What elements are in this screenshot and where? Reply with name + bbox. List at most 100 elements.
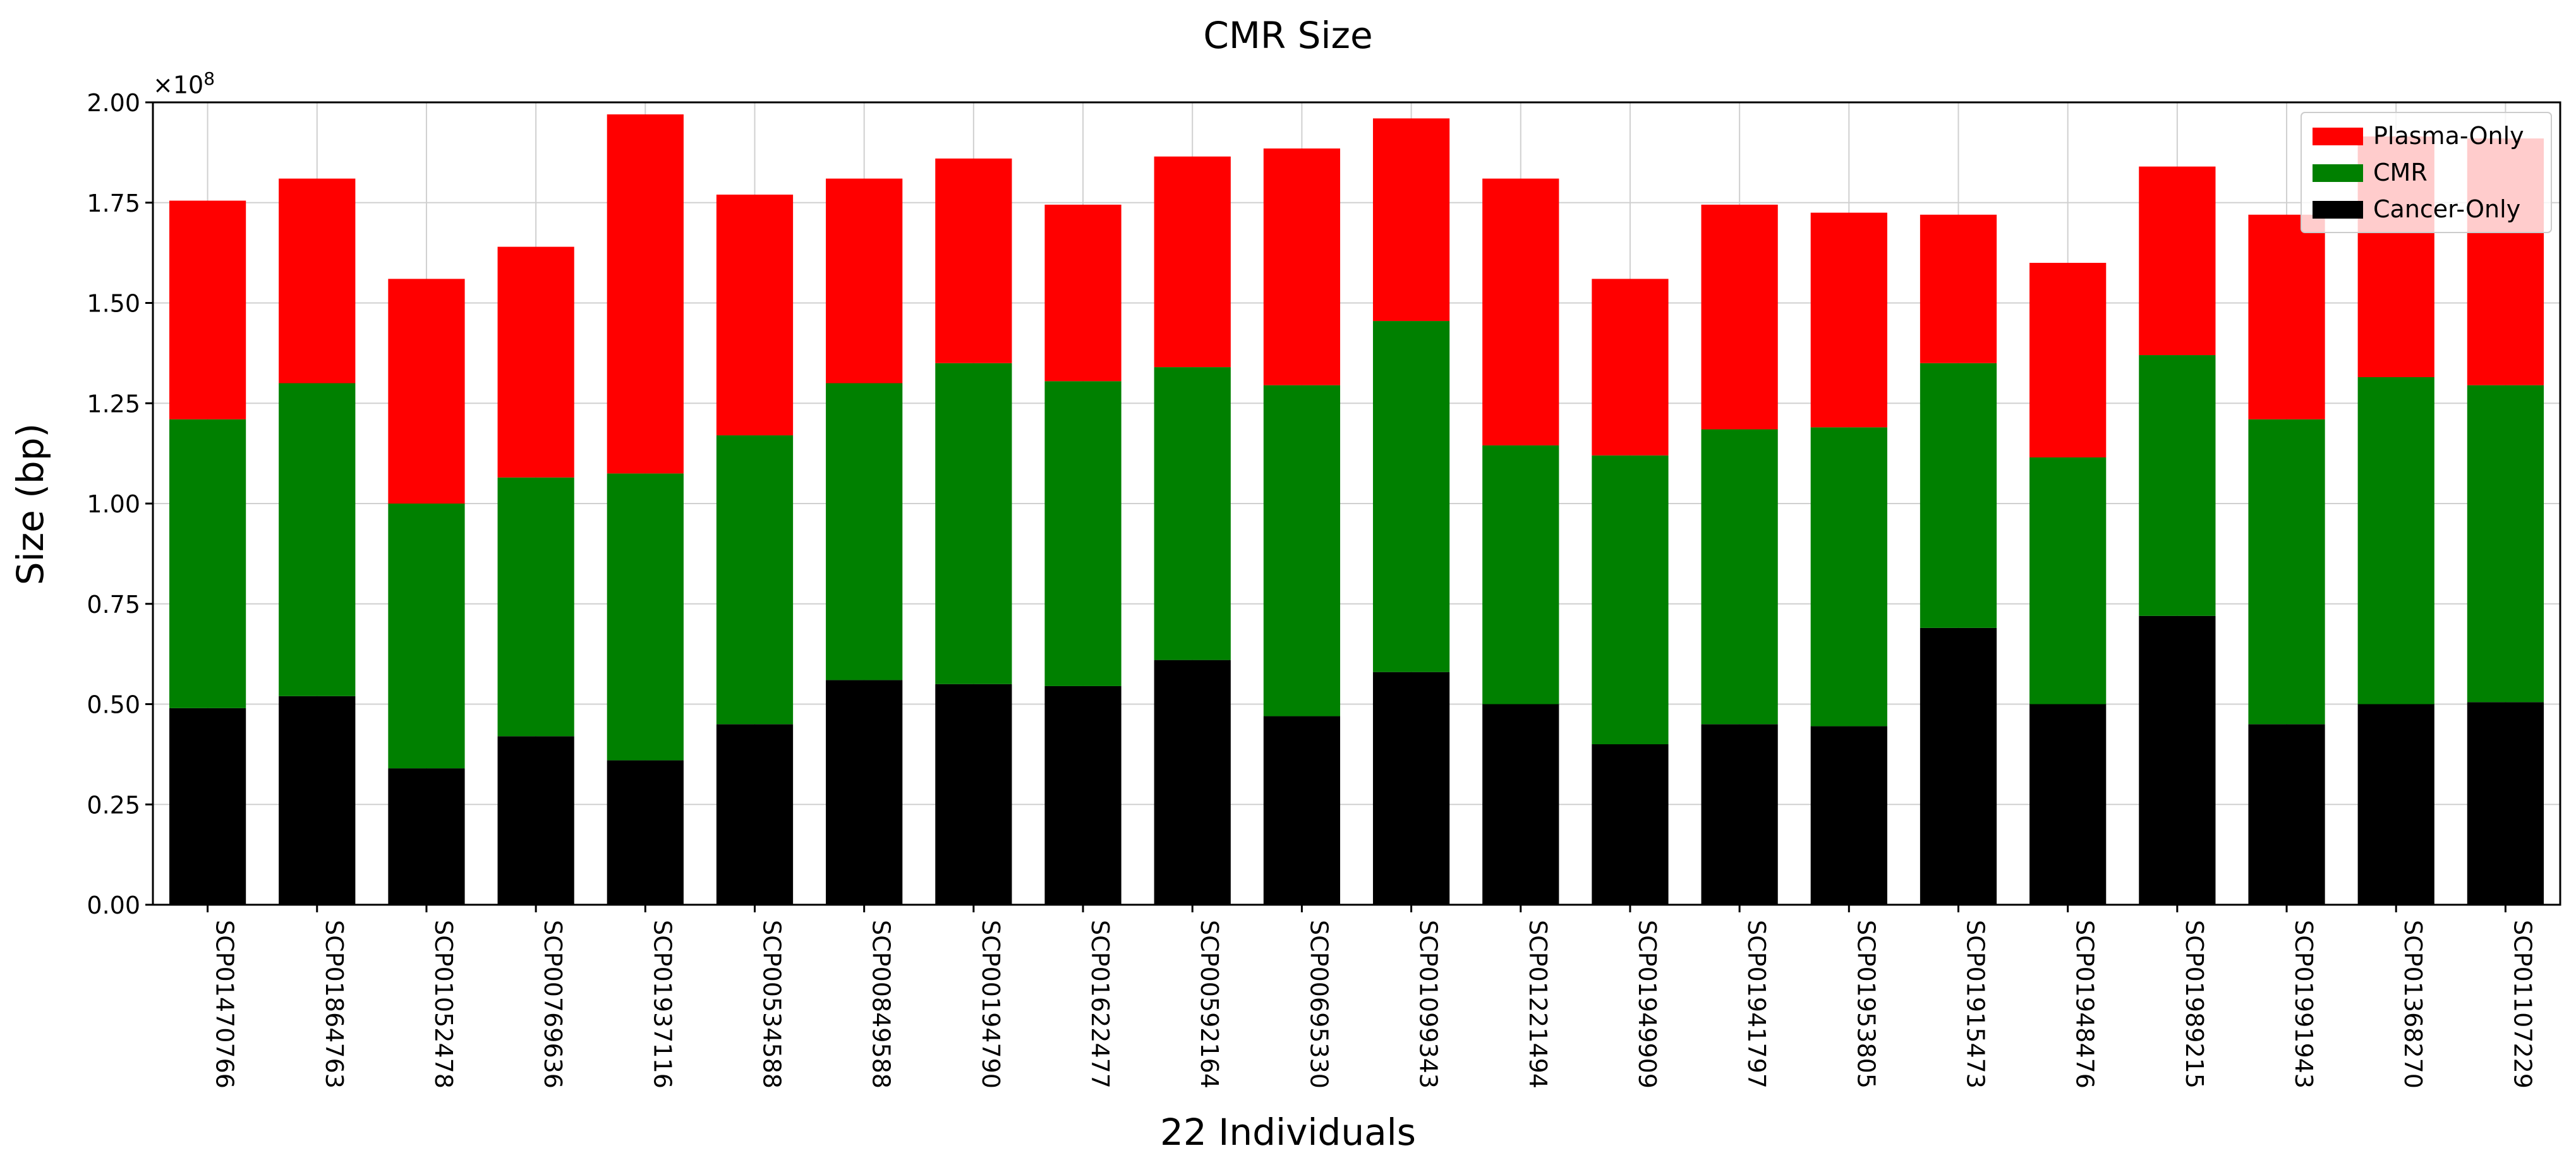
- bar-plasma-only: [2248, 214, 2325, 420]
- bar-cancer-only: [1482, 704, 1559, 905]
- x-axis-label: 22 Individuals: [1160, 1111, 1416, 1154]
- bar-plasma-only: [1154, 156, 1231, 368]
- legend-label: CMR: [2373, 159, 2428, 186]
- bar-cmr: [1701, 429, 1778, 725]
- bars: [169, 114, 2544, 905]
- bar-cancer-only: [2357, 704, 2434, 905]
- y-axis-multiplier: ×108: [153, 68, 215, 99]
- x-tick-label: SCP00695330: [1305, 920, 1333, 1089]
- y-tick-label: 1.75: [87, 190, 140, 217]
- bar-cancer-only: [607, 760, 684, 905]
- bar-cancer-only: [2467, 702, 2544, 905]
- bar-cancer-only: [1154, 660, 1231, 905]
- legend-label: Plasma-Only: [2373, 122, 2524, 150]
- bar-cancer-only: [2248, 724, 2325, 905]
- x-tick-label: SCP01099343: [1415, 920, 1442, 1089]
- multiplier-exponent: 8: [203, 68, 215, 89]
- bar-cancer-only: [1372, 672, 1450, 905]
- x-tick-label: SCP00194790: [977, 920, 1005, 1089]
- x-tick-label: SCP01937116: [648, 920, 676, 1089]
- bar-plasma-only: [497, 246, 574, 478]
- x-tick-label: SCP01864763: [320, 920, 348, 1089]
- x-tick-label: SCP01991943: [2290, 920, 2318, 1089]
- bar-plasma-only: [1482, 178, 1559, 445]
- legend-swatch-cancer-only: [2313, 201, 2363, 219]
- bar-plasma-only: [2029, 263, 2107, 457]
- x-tick-label: SCP00534588: [758, 920, 786, 1089]
- y-tick-label: 2.00: [87, 89, 140, 117]
- bar-plasma-only: [1372, 118, 1450, 322]
- bar-plasma-only: [1701, 204, 1778, 430]
- y-axis-ticks: 0.00 0.25 0.50 0.75 1.00 1.25 1.50 1.75 2.00: [87, 89, 153, 919]
- bar-cmr: [1810, 427, 1887, 727]
- bar-cancer-only: [388, 768, 465, 905]
- y-tick-label: 1.25: [87, 390, 140, 418]
- legend: Plasma-Only CMR Cancer-Only: [2301, 112, 2552, 233]
- bar-cmr: [1920, 363, 1997, 628]
- bar-plasma-only: [388, 279, 465, 504]
- bar-cancer-only: [279, 696, 356, 905]
- bar-cancer-only: [2139, 615, 2216, 905]
- bar-cmr: [388, 504, 465, 769]
- bar-cmr: [169, 419, 246, 708]
- x-tick-label: SCP01368270: [2399, 920, 2427, 1089]
- x-tick-label: SCP01941797: [1743, 920, 1770, 1089]
- x-tick-label: SCP01622477: [1086, 920, 1114, 1089]
- legend-swatch-plasma-only: [2313, 128, 2363, 145]
- y-tick-label: 0.75: [87, 591, 140, 619]
- bar-plasma-only: [1920, 214, 1997, 363]
- x-tick-label: SCP00849588: [868, 920, 895, 1089]
- x-tick-label: SCP00769636: [539, 920, 567, 1089]
- bar-cancer-only: [1592, 744, 1669, 905]
- bar-cancer-only: [1044, 686, 1122, 905]
- bar-cmr: [716, 435, 794, 725]
- bar-plasma-only: [1810, 212, 1887, 428]
- chart-title: CMR Size: [1203, 14, 1373, 57]
- bar-cancer-only: [1920, 627, 1997, 905]
- bar-plasma-only: [279, 178, 356, 384]
- bar-cmr: [497, 477, 574, 737]
- bar-plasma-only: [716, 195, 794, 436]
- y-tick-label: 0.25: [87, 791, 140, 819]
- legend-swatch-cmr: [2313, 164, 2363, 182]
- bar-cmr: [1044, 381, 1122, 686]
- bar-cmr: [2467, 385, 2544, 703]
- bar-cmr: [826, 383, 903, 680]
- bar-cancer-only: [2029, 704, 2107, 905]
- bar-cancer-only: [826, 680, 903, 905]
- x-tick-label: SCP01221494: [1524, 920, 1552, 1089]
- x-axis-ticks: SCP01470766 SCP01864763 SCP01052478 SCP0076…: [207, 905, 2536, 1089]
- x-tick-label: SCP01953805: [1852, 920, 1880, 1089]
- bar-cmr: [607, 473, 684, 761]
- bar-cmr: [1592, 455, 1669, 744]
- bar-cmr: [279, 383, 356, 696]
- bar-cancer-only: [1263, 716, 1341, 905]
- y-tick-label: 1.00: [87, 490, 140, 518]
- x-tick-label: SCP01052478: [430, 920, 457, 1089]
- bar-cancer-only: [497, 736, 574, 905]
- x-tick-label: SCP00592164: [1195, 920, 1223, 1089]
- bar-cmr: [935, 363, 1012, 684]
- bar-plasma-only: [1044, 204, 1122, 382]
- y-tick-label: 0.50: [87, 691, 140, 719]
- bar-plasma-only: [1592, 279, 1669, 456]
- x-tick-label: SCP01949909: [1633, 920, 1661, 1089]
- bar-plasma-only: [935, 158, 1012, 363]
- multiplier-base: ×10: [153, 71, 204, 99]
- bar-cancer-only: [935, 684, 1012, 905]
- bar-cancer-only: [1810, 726, 1887, 905]
- bar-plasma-only: [826, 178, 903, 384]
- x-tick-label: SCP01948476: [2071, 920, 2099, 1089]
- bar-plasma-only: [169, 200, 246, 420]
- bar-cmr: [2248, 419, 2325, 725]
- bar-cmr: [2029, 457, 2107, 704]
- bar-plasma-only: [1263, 148, 1341, 385]
- x-tick-label: SCP01107229: [2508, 920, 2536, 1089]
- bar-cmr: [1263, 385, 1341, 716]
- bar-cmr: [1372, 321, 1450, 672]
- bar-cancer-only: [1701, 724, 1778, 905]
- legend-box: [2301, 112, 2552, 233]
- bar-plasma-only: [607, 114, 684, 474]
- bar-cancer-only: [169, 708, 246, 905]
